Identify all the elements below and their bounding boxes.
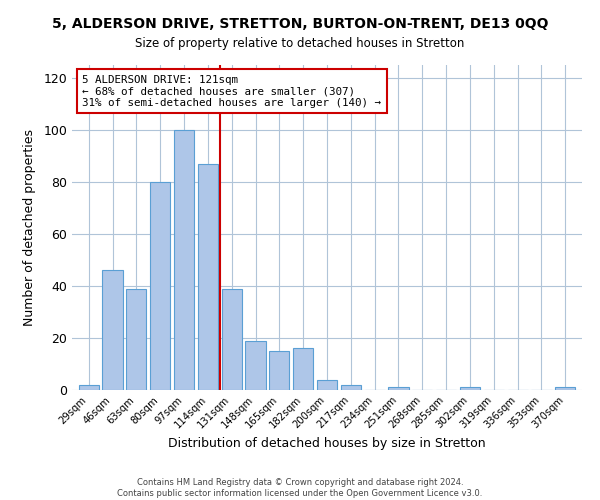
Bar	[198, 164, 218, 390]
Bar	[341, 385, 361, 390]
Bar	[126, 288, 146, 390]
Bar	[103, 270, 122, 390]
Bar	[221, 288, 242, 390]
Bar	[150, 182, 170, 390]
Text: Size of property relative to detached houses in Stretton: Size of property relative to detached ho…	[136, 38, 464, 51]
Bar	[293, 348, 313, 390]
Bar	[388, 388, 409, 390]
Bar	[245, 340, 266, 390]
Text: 5, ALDERSON DRIVE, STRETTON, BURTON-ON-TRENT, DE13 0QQ: 5, ALDERSON DRIVE, STRETTON, BURTON-ON-T…	[52, 18, 548, 32]
Bar	[460, 388, 480, 390]
Bar	[555, 388, 575, 390]
Text: 5 ALDERSON DRIVE: 121sqm
← 68% of detached houses are smaller (307)
31% of semi-: 5 ALDERSON DRIVE: 121sqm ← 68% of detach…	[82, 74, 381, 108]
Bar	[79, 385, 99, 390]
Y-axis label: Number of detached properties: Number of detached properties	[23, 129, 37, 326]
Text: Contains HM Land Registry data © Crown copyright and database right 2024.
Contai: Contains HM Land Registry data © Crown c…	[118, 478, 482, 498]
Bar	[317, 380, 337, 390]
Bar	[269, 351, 289, 390]
Bar	[174, 130, 194, 390]
X-axis label: Distribution of detached houses by size in Stretton: Distribution of detached houses by size …	[168, 438, 486, 450]
